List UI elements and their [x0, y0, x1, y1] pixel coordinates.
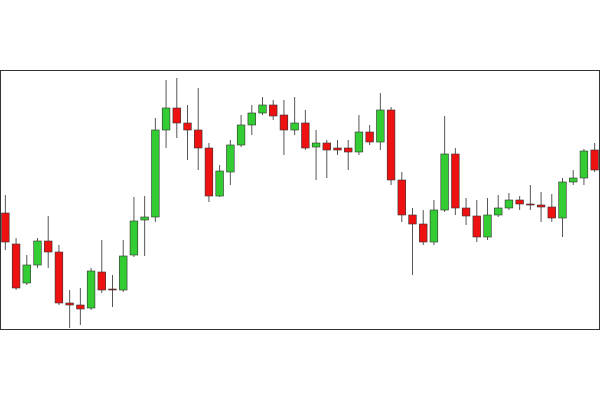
candle-body [386, 109, 396, 181]
candle-body [204, 147, 214, 197]
candle-body [365, 131, 374, 143]
candle-body [494, 207, 503, 216]
candle-body [1, 212, 10, 243]
candle-body [440, 153, 449, 211]
candle-body [344, 147, 353, 153]
candle-body [44, 240, 53, 253]
candle-body [161, 107, 171, 131]
candle-body [397, 179, 406, 216]
candle-body [226, 144, 235, 173]
candle-body [354, 131, 364, 153]
candle-body [65, 302, 74, 306]
candle-body [279, 114, 289, 131]
candle-body [215, 170, 224, 197]
candle-body [108, 288, 117, 291]
candle-body [504, 199, 514, 209]
candle-body [119, 255, 128, 291]
candle-body [183, 122, 192, 131]
candle-body [579, 150, 589, 179]
candle-body [483, 214, 492, 238]
candle-body [569, 177, 578, 183]
candle-body [258, 104, 267, 114]
candle-body [54, 251, 64, 304]
candle-body [333, 147, 342, 151]
candle-body [97, 271, 106, 291]
candle-body [376, 109, 385, 143]
candle-body [33, 240, 42, 266]
candle-body [408, 214, 417, 225]
candle-body [172, 107, 181, 124]
candle-body [472, 215, 481, 238]
candle-body [86, 270, 96, 309]
candle-body [311, 142, 321, 148]
candle-body [194, 129, 203, 149]
candle-body [247, 112, 256, 126]
candle-body [151, 129, 160, 218]
candle-body [526, 203, 535, 206]
candle-body [558, 181, 567, 219]
candle-body [76, 304, 85, 310]
candle-body [301, 122, 310, 149]
candle-body [129, 220, 139, 256]
candle-body [536, 204, 546, 208]
candle-body [547, 206, 556, 219]
candle-body [461, 207, 471, 217]
candle-body [590, 149, 599, 171]
candle-body [22, 264, 31, 284]
candle-body [290, 122, 299, 131]
candle-body [451, 153, 460, 209]
candle-body [11, 243, 21, 289]
candle-body [236, 124, 246, 146]
candle-body [515, 199, 524, 205]
candle-body [269, 104, 278, 117]
candle-body [419, 223, 428, 243]
candle-body [140, 216, 149, 221]
candle-body [322, 142, 331, 151]
candle-body [429, 209, 439, 243]
